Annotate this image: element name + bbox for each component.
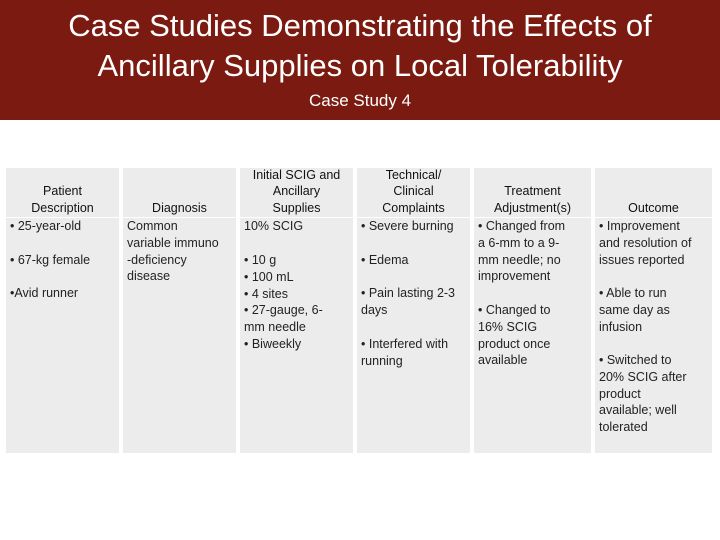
- column-outcome: Outcome • Improvement and resolution of iss…: [595, 168, 712, 453]
- cell-line: • 25-year-old: [10, 219, 82, 233]
- table-cell: • 25-year-old: [10, 218, 116, 235]
- slide-title: Case Studies Demonstrating the Effects o…: [0, 6, 720, 86]
- cell-line: issues reported: [599, 252, 685, 267]
- header-divider: [595, 217, 712, 218]
- column-complaints: Technical/Clinical Complaints • Severe bur…: [357, 168, 470, 453]
- table-cell: Common variable immuno -deficiency disease: [127, 218, 233, 285]
- title-banner: Case Studies Demonstrating the Effects o…: [0, 0, 720, 120]
- cell-line: • Changed from: [478, 219, 566, 233]
- case-study-table: Patient Description • 25-year-old • 67-kg f…: [6, 168, 712, 453]
- column-diagnosis: Diagnosis Common variable immuno -deficienc…: [123, 168, 236, 453]
- column-header-line: Ancillary: [272, 184, 321, 199]
- table-cell: • Changed from a 6-mm to a 9- mm needle; n…: [478, 218, 588, 285]
- column-header-line: Outcome: [628, 201, 679, 216]
- header-divider: [357, 217, 470, 218]
- column-header-line: Clinical: [393, 184, 434, 199]
- table-cell: • Changed to 16% SCIG product once availabl…: [478, 302, 588, 369]
- cell-line: • Changed to: [478, 303, 551, 317]
- cell-line: mm needle; no: [478, 252, 561, 267]
- column-header-line: Patient: [43, 184, 82, 199]
- cell-line: infusion: [599, 319, 643, 334]
- column-header: Initial SCIG and Ancillary Supplies: [240, 168, 353, 217]
- cell-line: available; well: [599, 403, 677, 418]
- column-header: Treatment Adjustment(s): [474, 168, 591, 217]
- cell-line: a 6-mm to a 9-: [478, 235, 560, 250]
- table-cell: • Edema: [361, 252, 467, 269]
- table-cell: • Improvement and resolution of issues rep…: [599, 218, 709, 268]
- table-cell: •Avid runner: [10, 285, 116, 302]
- cell-line: 10% SCIG: [244, 219, 304, 233]
- cell-line: • Severe burning: [361, 219, 454, 233]
- table-cell: • Interfered with running: [361, 336, 467, 370]
- cell-line: • Pain lasting 2-3: [361, 286, 456, 300]
- cell-line: disease: [127, 269, 171, 284]
- column-header: Patient Description: [6, 168, 119, 217]
- cell-line: • Able to run: [599, 286, 667, 300]
- column-header-line: Description: [31, 201, 94, 216]
- table-cell: • 10 g • 100 mL • 4 sites • 27-gauge, 6- mm …: [244, 252, 350, 353]
- cell-line: • 4 sites: [244, 286, 288, 301]
- table-cell: • Able to run same day as infusion: [599, 285, 709, 335]
- cell-line: variable immuno: [127, 235, 219, 250]
- column-header: Outcome: [595, 168, 712, 217]
- column-header-line: Technical/: [385, 167, 442, 182]
- cell-line: 20% SCIG after: [599, 369, 687, 384]
- column-header-line: Diagnosis: [152, 201, 207, 216]
- cell-line: • Interfered with: [361, 337, 449, 351]
- column-header-line: Complaints: [382, 201, 445, 216]
- cell-line: • 10 g: [244, 253, 277, 267]
- cell-line: and resolution of: [599, 235, 692, 250]
- column-header: Diagnosis: [123, 168, 236, 217]
- table-cell: 10% SCIG: [244, 218, 350, 235]
- header-divider: [474, 217, 591, 218]
- cell-line: running: [361, 353, 403, 368]
- cell-line: product: [599, 386, 641, 401]
- title-line-2: Ancillary Supplies on Local Tolerability: [97, 48, 623, 83]
- cell-line: product once: [478, 336, 551, 351]
- column-header-line: Adjustment(s): [493, 201, 572, 216]
- header-divider: [240, 217, 353, 218]
- cell-line: •Avid runner: [10, 286, 79, 300]
- cell-line: • Switched to: [599, 353, 672, 367]
- column-header-line: Supplies: [272, 201, 321, 216]
- table-cell: • Pain lasting 2-3 days: [361, 285, 467, 319]
- title-line-1: Case Studies Demonstrating the Effects o…: [68, 8, 652, 43]
- column-header: Technical/Clinical Complaints: [357, 168, 470, 217]
- cell-line: • Biweekly: [244, 336, 302, 351]
- header-divider: [6, 217, 119, 218]
- cell-line: • 27-gauge, 6-: [244, 303, 323, 318]
- column-treatment-adjustments: Treatment Adjustment(s) • Changed from a 6-…: [474, 168, 591, 453]
- cell-line: • 67-kg female: [10, 253, 91, 267]
- column-header-line: Initial SCIG and: [252, 167, 341, 182]
- cell-line: • Improvement: [599, 219, 680, 233]
- cell-line: • Edema: [361, 253, 409, 267]
- slide-subtitle: Case Study 4: [308, 91, 412, 110]
- header-divider: [123, 217, 236, 218]
- cell-line: improvement: [478, 269, 551, 284]
- cell-line: Common: [127, 219, 178, 233]
- cell-line: -deficiency: [127, 252, 187, 267]
- cell-line: days: [361, 302, 388, 317]
- cell-line: same day as: [599, 302, 670, 317]
- column-initial-scig-supplies: Initial SCIG and Ancillary Supplies 10% SCI…: [240, 168, 353, 453]
- cell-line: available: [478, 353, 528, 368]
- cell-line: tolerated: [599, 420, 648, 435]
- cell-line: • 100 mL: [244, 269, 294, 284]
- cell-line: 16% SCIG: [478, 319, 538, 334]
- table-cell: • Severe burning: [361, 218, 467, 235]
- table-cell: • Switched to 20% SCIG after product availa…: [599, 352, 709, 436]
- column-header-line: Treatment: [504, 184, 561, 199]
- column-patient-description: Patient Description • 25-year-old • 67-kg f…: [6, 168, 119, 453]
- cell-line: mm needle: [244, 320, 306, 335]
- table-cell: • 67-kg female: [10, 252, 116, 269]
